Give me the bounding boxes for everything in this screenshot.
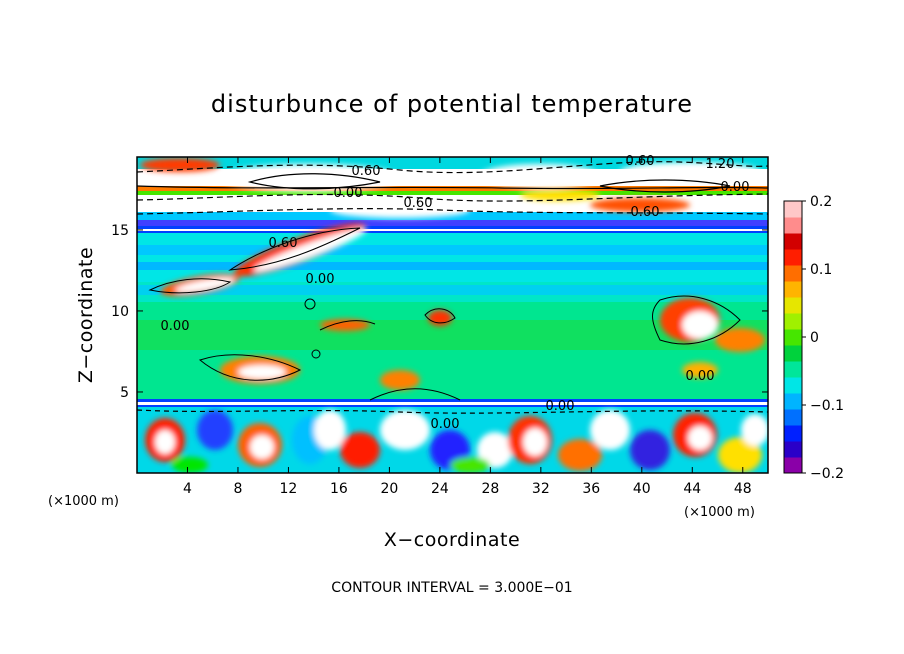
contour-label: 0.60 bbox=[352, 164, 381, 179]
contour-label: 0.00 bbox=[721, 180, 750, 195]
colorbar-tick-label: −0.2 bbox=[810, 466, 844, 482]
x-axis-label: X−coordinate bbox=[384, 529, 520, 551]
x-tick-label: 24 bbox=[431, 481, 449, 497]
chart-title: disturbunce of potential temperature bbox=[211, 90, 693, 118]
x-tick-label: 4 bbox=[183, 481, 192, 497]
contour-interval-text: CONTOUR INTERVAL = 3.000E−01 bbox=[331, 580, 572, 596]
colorbar-swatch bbox=[784, 281, 802, 298]
colorbar-tick-label: 0.2 bbox=[810, 194, 832, 210]
x-axis: 4 8 12 16 20 24 28 32 36 40 44 48 bbox=[183, 157, 752, 497]
y-tick-label: 5 bbox=[120, 385, 129, 401]
y-axis: 5 10 15 bbox=[111, 223, 768, 401]
contour-label: 0.00 bbox=[306, 272, 335, 287]
colorbar-swatch bbox=[784, 329, 802, 346]
contour-label: 0.60 bbox=[404, 196, 433, 211]
y-tick-label: 15 bbox=[111, 223, 129, 239]
colorbar-swatch bbox=[784, 377, 802, 394]
colorbar: 0.2 0.1 0 −0.1 −0.2 bbox=[783, 194, 844, 482]
colorbar-swatch bbox=[784, 361, 802, 378]
colorbar-swatch bbox=[784, 265, 802, 282]
colorbar-swatch bbox=[784, 233, 802, 250]
plot-area bbox=[137, 157, 768, 473]
contour-label: 0.00 bbox=[546, 399, 575, 414]
colorbar-tick-label: 0.1 bbox=[810, 262, 832, 278]
colorbar-swatch bbox=[784, 409, 802, 426]
colorbar-swatch bbox=[784, 201, 802, 218]
contour-label: 0.60 bbox=[631, 205, 660, 220]
y-unit-label: (×1000 m) bbox=[48, 494, 119, 509]
x-tick-label: 48 bbox=[734, 481, 752, 497]
contour-label: 0.60 bbox=[269, 236, 298, 251]
x-tick-label: 12 bbox=[280, 481, 298, 497]
contour-label: 0.00 bbox=[686, 369, 715, 384]
colorbar-swatch bbox=[784, 217, 802, 234]
x-tick-label: 44 bbox=[683, 481, 701, 497]
colorbar-swatch bbox=[784, 345, 802, 362]
lower-turbulence bbox=[145, 410, 768, 473]
colorbar-swatch bbox=[784, 249, 802, 266]
contour-labels: 0.60 0.60 1.20 0.00 0.60 0.00 0.60 0.60 0.00 0.00… bbox=[161, 154, 750, 432]
x-tick-label: 16 bbox=[330, 481, 348, 497]
x-tick-label: 40 bbox=[633, 481, 651, 497]
colorbar-swatch bbox=[784, 441, 802, 458]
y-axis-label: Z−coordinate bbox=[75, 247, 97, 383]
contour-label: 0.00 bbox=[161, 319, 190, 334]
contour-label: 0.00 bbox=[334, 186, 363, 201]
contour-label: 0.60 bbox=[626, 154, 655, 169]
x-tick-label: 32 bbox=[532, 481, 550, 497]
colorbar-swatch bbox=[784, 313, 802, 330]
y-tick-label: 10 bbox=[111, 304, 129, 320]
x-tick-label: 28 bbox=[481, 481, 499, 497]
plot-frame bbox=[136, 156, 769, 474]
x-tick-label: 36 bbox=[582, 481, 600, 497]
x-tick-label: 8 bbox=[233, 481, 242, 497]
x-unit-label: (×1000 m) bbox=[684, 505, 755, 520]
contour-label: 1.20 bbox=[706, 157, 735, 172]
x-tick-label: 20 bbox=[380, 481, 398, 497]
colorbar-tick-label: 0 bbox=[810, 330, 819, 346]
colorbar-swatch bbox=[784, 393, 802, 410]
contour-label: 0.00 bbox=[431, 417, 460, 432]
colorbar-swatch bbox=[784, 425, 802, 442]
contour-lines bbox=[137, 161, 768, 414]
colorbar-swatch bbox=[784, 297, 802, 314]
colorbar-swatch bbox=[784, 457, 802, 474]
colorbar-tick-label: −0.1 bbox=[810, 398, 844, 414]
